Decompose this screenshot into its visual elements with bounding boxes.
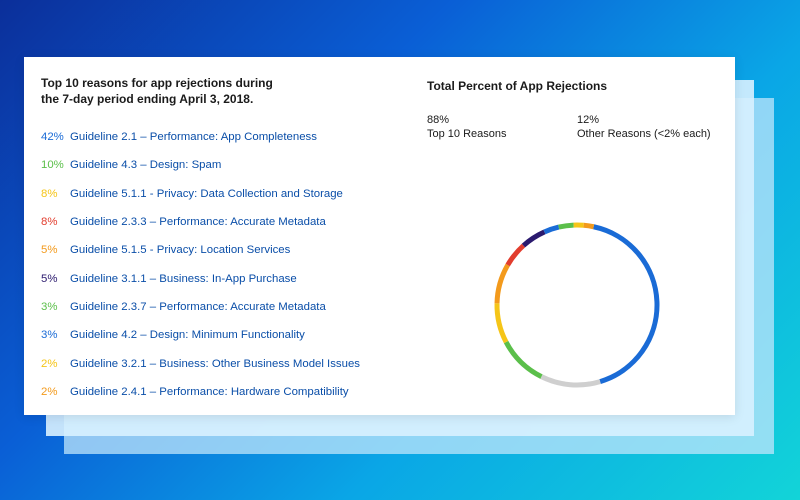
reason-percent: 5%: [41, 244, 58, 257]
donut-slice: [494, 303, 509, 344]
reason-row: 10% Guideline 4.3 – Design: Spam: [41, 151, 401, 179]
reason-label: Guideline 2.3.3 – Performance: Accurate …: [70, 216, 326, 229]
reason-row: 2% Guideline 2.4.1 – Performance: Hardwar…: [41, 378, 401, 406]
stat-other-value: 12%: [577, 114, 600, 126]
reasons-list: 42% Guideline 2.1 – Performance: App Comp…: [41, 123, 401, 406]
rejections-donut-chart: [494, 222, 660, 388]
reason-label: Guideline 5.1.5 - Privacy: Location Serv…: [70, 244, 291, 257]
reason-row: 5% Guideline 3.1.1 – Business: In-App Pur…: [41, 264, 401, 292]
stat-other: 12% Other Reasons (<2% each): [577, 113, 711, 141]
reason-percent: 2%: [41, 385, 58, 398]
stat-top10-label: Top 10 Reasons: [427, 128, 507, 140]
reasons-title-line2: the 7-day period ending April 3, 2018.: [41, 92, 254, 106]
donut-slice: [593, 224, 660, 384]
reason-row: 3% Guideline 4.2 – Design: Minimum Functi…: [41, 321, 401, 349]
reasons-title-line1: Top 10 reasons for app rejections during: [41, 76, 273, 90]
reasons-panel: Top 10 reasons for app rejections during…: [41, 75, 401, 406]
reason-row: 5% Guideline 5.1.5 - Privacy: Location Se…: [41, 236, 401, 264]
reason-row: 8% Guideline 2.3.3 – Performance: Accurat…: [41, 208, 401, 236]
summary-panel: Total Percent of App Rejections 88% Top …: [427, 75, 727, 153]
reason-label: Guideline 2.4.1 – Performance: Hardware …: [70, 385, 349, 398]
donut-slice: [543, 224, 560, 235]
reason-row: 2% Guideline 3.2.1 – Business: Other Busi…: [41, 349, 401, 377]
reason-label: Guideline 3.1.1 – Business: In-App Purch…: [70, 272, 297, 285]
reason-percent: 42%: [41, 131, 64, 144]
stat-top10-value: 88%: [427, 114, 450, 126]
reason-row: 42% Guideline 2.1 – Performance: App Comp…: [41, 123, 401, 151]
reasons-title: Top 10 reasons for app rejections during…: [41, 75, 401, 107]
donut-slice: [558, 222, 574, 230]
reason-label: Guideline 3.2.1 – Business: Other Busine…: [70, 357, 360, 370]
reason-row: 3% Guideline 2.3.7 – Performance: Accurat…: [41, 293, 401, 321]
donut-slice: [583, 222, 595, 230]
reason-label: Guideline 5.1.1 - Privacy: Data Collecti…: [70, 187, 343, 200]
reason-label: Guideline 4.2 – Design: Minimum Function…: [70, 329, 305, 342]
reason-label: Guideline 4.3 – Design: Spam: [70, 159, 222, 172]
donut-slice: [540, 374, 601, 388]
donut-slice: [494, 263, 510, 304]
reason-percent: 5%: [41, 272, 58, 285]
donut-slice: [521, 229, 546, 248]
donut-slice: [503, 340, 543, 379]
reason-percent: 8%: [41, 216, 58, 229]
main-card: Top 10 reasons for app rejections during…: [24, 57, 735, 415]
reason-percent: 10%: [41, 159, 64, 172]
reason-percent: 3%: [41, 300, 58, 313]
summary-stats: 88% Top 10 Reasons 12% Other Reasons (<2…: [427, 113, 727, 153]
reason-percent: 3%: [41, 329, 58, 342]
reason-label: Guideline 2.1 – Performance: App Complet…: [70, 131, 317, 144]
reason-row: 8% Guideline 5.1.1 - Privacy: Data Collec…: [41, 180, 401, 208]
stat-top10: 88% Top 10 Reasons: [427, 113, 507, 141]
reason-percent: 8%: [41, 187, 58, 200]
summary-title: Total Percent of App Rejections: [427, 79, 608, 93]
reason-percent: 2%: [41, 357, 58, 370]
donut-slice: [505, 243, 526, 267]
stat-other-label: Other Reasons (<2% each): [577, 128, 711, 140]
reason-label: Guideline 2.3.7 – Performance: Accurate …: [70, 300, 326, 313]
